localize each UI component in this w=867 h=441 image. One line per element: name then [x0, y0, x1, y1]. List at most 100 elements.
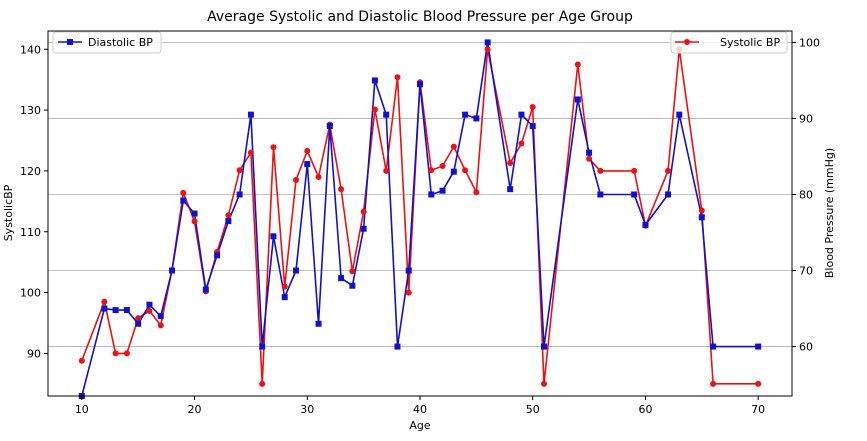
x-tick-label: 40 [413, 403, 427, 416]
diastolic-point [428, 191, 435, 198]
chart-title: Average Systolic and Diastolic Blood Pre… [207, 9, 633, 25]
systolic-point [394, 74, 401, 81]
diastolic-point [529, 123, 536, 130]
y-right-tick-label: 70 [799, 265, 813, 278]
diastolic-point [383, 111, 390, 118]
systolic-point [755, 380, 762, 387]
diastolic-point [180, 197, 187, 204]
x-tick-label: 70 [751, 403, 765, 416]
diastolic-point [225, 218, 232, 225]
systolic-point [360, 208, 367, 215]
systolic-point [304, 147, 311, 154]
systolic-point [665, 167, 671, 174]
systolic-point [450, 143, 457, 150]
y-left-tick-label: 140 [20, 43, 41, 56]
diastolic-point [338, 275, 345, 282]
legend-diastolic: Diastolic BP [52, 31, 162, 54]
x-tick-label: 60 [638, 403, 652, 416]
diastolic-point [101, 305, 108, 312]
diastolic-point [450, 168, 457, 175]
diastolic-point [710, 343, 717, 350]
y-right-tick-label: 100 [799, 36, 820, 49]
diastolic-point [259, 343, 266, 350]
diastolic-point [293, 267, 299, 274]
systolic-point [529, 104, 536, 111]
y-left-tick-label: 100 [20, 287, 41, 300]
systolic-point [710, 380, 717, 387]
y-left-tick-label: 110 [20, 226, 41, 239]
diastolic-point [270, 233, 277, 240]
diastolic-point [642, 221, 649, 228]
x-tick-label: 50 [526, 403, 540, 416]
systolic-point [180, 189, 187, 196]
diastolic-point [247, 111, 254, 118]
systolic-point [191, 218, 198, 225]
diastolic-point [135, 320, 142, 327]
systolic-point [473, 189, 480, 196]
diastolic-point [473, 115, 480, 122]
systolic-point [405, 289, 412, 296]
systolic-point [236, 167, 243, 174]
systolic-point [146, 307, 153, 314]
systolic-point [123, 350, 130, 357]
diastolic-point [123, 307, 130, 314]
systolic-point [462, 167, 469, 174]
y-axis-left: 90 100 110 120 130 140 [20, 43, 48, 360]
diastolic-point [755, 343, 762, 350]
legend-square-marker-icon [67, 39, 73, 45]
diastolic-point [371, 77, 378, 84]
y-right-tick-label: 90 [799, 112, 813, 125]
diastolic-point [281, 294, 288, 301]
systolic-point [247, 149, 254, 156]
y-left-tick-label: 130 [20, 104, 41, 117]
systolic-point [281, 283, 288, 290]
diastolic-point [169, 267, 175, 274]
legend-circle-marker-icon [684, 39, 690, 45]
diastolic-point [462, 111, 469, 118]
systolic-point [225, 212, 232, 219]
systolic-point [428, 167, 435, 174]
diastolic-point [676, 111, 683, 118]
systolic-point [371, 106, 378, 113]
diastolic-point [541, 343, 547, 350]
x-axis: 10 20 30 40 50 60 70 [75, 396, 765, 416]
systolic-point [484, 46, 491, 53]
systolic-point [338, 186, 345, 193]
x-tick-label: 30 [300, 403, 314, 416]
systolic-point [101, 298, 108, 305]
systolic-point [383, 167, 390, 174]
systolic-point [315, 174, 322, 180]
systolic-point [135, 315, 142, 322]
diastolic-point [191, 210, 198, 217]
diastolic-point [146, 301, 153, 308]
legend-label: Systolic BP [720, 36, 780, 49]
legend-box [670, 31, 788, 54]
y-left-tick-label: 120 [20, 165, 41, 178]
y-axis-right-label: Blood Pressure (mmHg) [823, 148, 836, 278]
y-right-tick-label: 80 [799, 188, 813, 201]
diastolic-point [112, 307, 119, 314]
systolic-point [293, 177, 299, 184]
diastolic-point [326, 123, 333, 130]
diastolic-point [574, 96, 581, 103]
diastolic-point [597, 191, 604, 198]
diastolic-point [202, 286, 209, 293]
systolic-point [518, 140, 525, 147]
y-axis-right: 60 70 80 90 100 [792, 36, 820, 354]
systolic-point [574, 61, 581, 68]
diastolic-point [586, 149, 593, 156]
diastolic-point [304, 161, 311, 168]
systolic-point [597, 167, 604, 174]
systolic-point [439, 163, 446, 170]
diastolic-point [349, 282, 356, 289]
systolic-point [259, 380, 266, 387]
diastolic-point [698, 214, 705, 221]
legend-label: Diastolic BP [88, 36, 153, 49]
systolic-point [112, 350, 119, 357]
x-tick-label: 10 [75, 403, 89, 416]
diastolic-point [214, 252, 221, 259]
diastolic-point [405, 267, 412, 274]
diastolic-point [518, 111, 525, 118]
legend-systolic: Systolic BP [670, 31, 788, 54]
